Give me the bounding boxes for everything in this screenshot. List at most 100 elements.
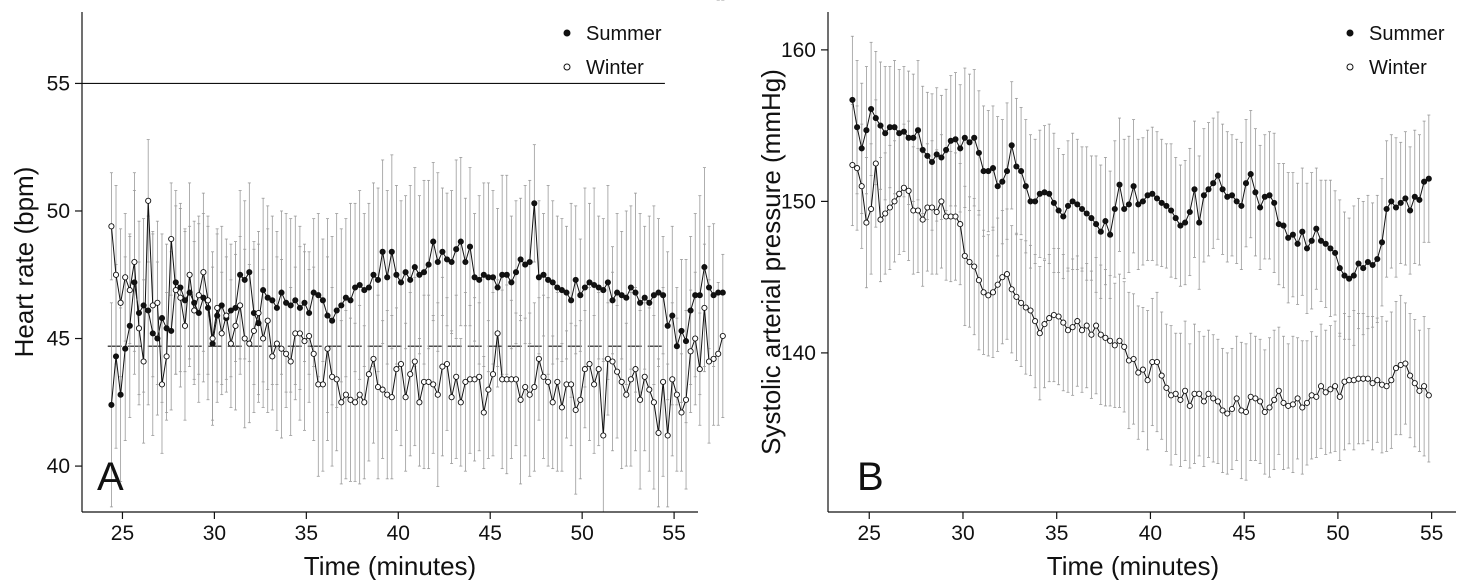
data-point-winter — [374, 383, 382, 391]
data-point-summer — [1135, 201, 1142, 208]
data-point-winter — [1022, 304, 1029, 311]
data-point-summer — [402, 269, 409, 276]
data-point-summer — [1285, 234, 1292, 241]
data-point-summer — [1088, 215, 1095, 222]
data-point-winter — [595, 366, 602, 373]
data-point-summer — [462, 258, 469, 266]
data-point-summer — [1078, 205, 1086, 213]
data-point-winter — [333, 376, 340, 383]
data-point-summer — [1407, 207, 1414, 214]
data-point-summer — [425, 261, 432, 268]
data-point-winter — [370, 355, 377, 362]
data-point-summer — [719, 289, 726, 296]
data-point-summer — [420, 269, 428, 276]
data-point-summer — [1158, 199, 1165, 206]
data-point-winter — [1102, 334, 1109, 341]
legend: Summer Winter — [1346, 23, 1445, 79]
data-point-winter — [1177, 396, 1184, 403]
data-point-summer — [914, 127, 922, 134]
data-point-summer — [1411, 193, 1418, 200]
data-point-summer — [1097, 228, 1104, 235]
data-point-summer — [1074, 201, 1081, 208]
data-point-summer — [858, 145, 865, 152]
data-point-winter — [1074, 318, 1081, 325]
data-point-winter — [1163, 384, 1170, 391]
data-point-summer — [181, 297, 189, 304]
x-tick-label: 50 — [570, 522, 593, 545]
data-point-winter — [255, 309, 262, 317]
data-point-summer — [214, 312, 221, 319]
data-point-summer — [397, 279, 405, 286]
data-point-winter — [687, 348, 694, 355]
data-point-summer — [315, 292, 322, 299]
data-point-winter — [1214, 398, 1221, 405]
data-point-winter — [710, 355, 717, 362]
data-point-summer — [971, 134, 978, 141]
data-point-summer — [938, 154, 945, 161]
data-point-winter — [933, 208, 940, 216]
data-point-summer — [1210, 180, 1217, 187]
data-point-summer — [393, 271, 400, 278]
data-point-summer — [910, 134, 917, 141]
data-point-summer — [673, 343, 680, 350]
data-point-summer — [1402, 195, 1409, 202]
y-tick-label: 55 — [47, 72, 70, 95]
data-point-summer — [891, 124, 898, 131]
data-point-summer — [943, 146, 950, 153]
data-point-summer — [140, 302, 147, 309]
data-point-summer — [1327, 245, 1334, 252]
data-point-winter — [494, 330, 501, 337]
data-point-winter — [108, 223, 115, 230]
data-point-summer — [1271, 199, 1278, 206]
data-point-winter — [719, 332, 726, 340]
data-point-winter — [882, 210, 889, 217]
data-point-winter — [241, 335, 248, 342]
data-point-summer — [1196, 219, 1203, 226]
data-point-winter — [232, 322, 239, 329]
data-point-summer — [283, 299, 290, 306]
data-point-winter — [999, 274, 1006, 281]
data-point-summer — [882, 130, 889, 137]
data-point-summer — [1346, 275, 1353, 282]
data-point-winter — [701, 304, 708, 311]
series-line-summer — [851, 99, 1430, 280]
x-axis-title: Time (minutes) — [1047, 551, 1219, 580]
data-point-summer — [1107, 231, 1114, 238]
data-point-summer — [558, 287, 565, 294]
data-point-winter — [453, 373, 460, 380]
data-point-summer — [854, 124, 861, 131]
data-point-winter — [365, 371, 372, 378]
data-point-winter — [891, 198, 898, 205]
data-point-winter — [952, 213, 959, 220]
data-point-summer — [494, 284, 501, 291]
data-point-summer — [877, 122, 884, 129]
data-point-summer — [1369, 261, 1376, 269]
x-axis-title: Time (minutes) — [304, 551, 476, 580]
data-point-summer — [1205, 186, 1212, 193]
data-point-summer — [975, 149, 982, 156]
data-point-winter — [919, 216, 926, 223]
data-point-summer — [526, 258, 533, 266]
data-point-winter — [1121, 343, 1128, 350]
data-point-winter — [393, 366, 400, 373]
data-point-summer — [1191, 186, 1198, 193]
data-point-summer — [1093, 221, 1100, 228]
data-point-summer — [145, 307, 152, 314]
data-point-summer — [177, 284, 184, 291]
data-point-winter — [283, 350, 290, 357]
legend-marker-winter — [563, 63, 571, 71]
data-point-summer — [384, 274, 391, 281]
data-point-summer — [1168, 207, 1175, 214]
data-point-winter — [1116, 337, 1123, 344]
legend-label-summer: Summer — [1369, 23, 1445, 45]
data-point-summer — [278, 289, 285, 296]
data-point-summer — [1350, 272, 1357, 279]
data-point-summer — [186, 289, 193, 296]
tick-labels: 25 30 35 40 45 50 55 140 150 160 — [781, 39, 1443, 545]
x-tick-label: 25 — [858, 522, 881, 545]
data-point-winter — [989, 289, 997, 296]
data-point-winter — [1088, 331, 1095, 338]
x-tick-label: 30 — [203, 522, 226, 545]
data-point-summer — [306, 309, 313, 317]
data-point-winter — [1036, 330, 1043, 337]
